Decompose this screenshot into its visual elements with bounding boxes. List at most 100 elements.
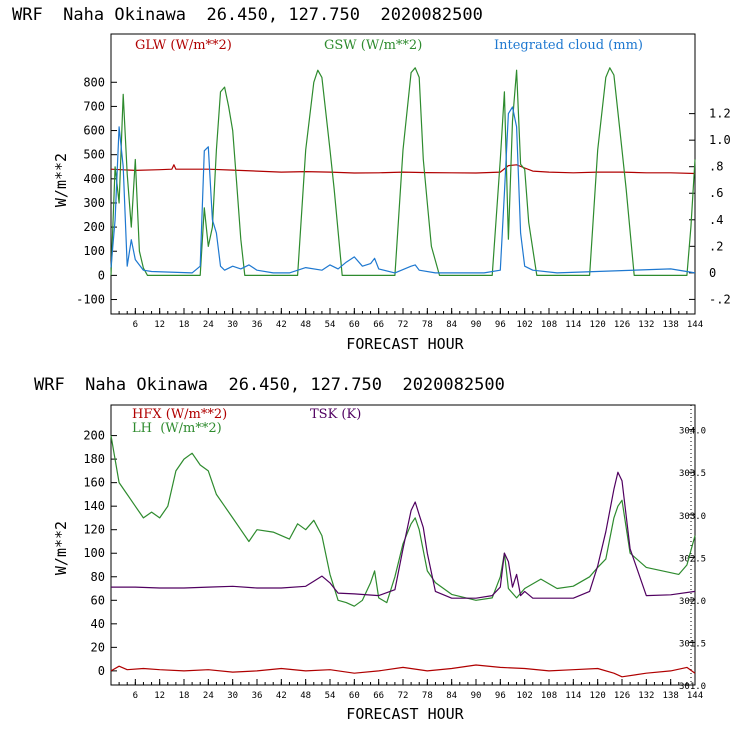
chart-2-x-tick-label: 90 <box>471 691 482 701</box>
chart-1-legend-gsw: GSW (W/m**2) <box>324 38 422 53</box>
chart-2-x-tick-label: 102 <box>517 691 533 701</box>
chart-1-x-tick-label: 48 <box>300 320 311 330</box>
chart-2-y-tick-label: 60 <box>91 593 105 607</box>
chart-1-y2-tick-label: .4 <box>709 213 723 227</box>
chart-1-y-tick-label: 400 <box>83 172 105 186</box>
chart-1-y-tick-label: 200 <box>83 220 105 234</box>
chart-2-y2-tick-label: 303.0 <box>679 512 706 522</box>
chart-1-y-tick-label: 300 <box>83 196 105 210</box>
chart-1-y2-tick-label: 1.0 <box>709 133 731 147</box>
chart-2-x-tick-label: 66 <box>373 691 384 701</box>
chart-1-x-tick-label: 72 <box>398 320 409 330</box>
chart-1-y-tick-label: 800 <box>83 75 105 89</box>
chart-2-legend-hfx: HFX (W/m**2) <box>132 407 227 422</box>
chart-2-y2-tick-label: 304.0 <box>679 427 706 437</box>
chart-2-x-tick-label: 72 <box>398 691 409 701</box>
chart-2-x-tick-label: 6 <box>133 691 138 701</box>
chart-2-x-tick-label: 36 <box>252 691 263 701</box>
chart-2-x-tick-label: 132 <box>638 691 654 701</box>
chart-1-series-line-0 <box>110 164 696 175</box>
chart-1-x-tick-label: 114 <box>565 320 581 330</box>
chart-1-y-tick-label: -100 <box>76 293 105 307</box>
chart-1-legend-cloud: Integrated cloud (mm) <box>494 38 643 53</box>
chart-1-y2-tick-label: .2 <box>709 239 723 253</box>
chart-1-y-tick-label: 100 <box>83 244 105 258</box>
chart-1-y-tick-label: 0 <box>98 268 105 282</box>
chart-1-x-tick-label: 96 <box>495 320 506 330</box>
chart-2-series-line-2 <box>111 471 696 599</box>
chart-1-y2-tick-label: 0 <box>709 266 716 280</box>
chart-2-legend-lh: LH (W/m**2) <box>132 421 222 436</box>
chart-2-y2-tick-label: 301.5 <box>679 639 706 649</box>
chart-1-series <box>110 67 696 276</box>
chart-1-plot-frame <box>110 33 696 315</box>
chart-1-x-tick-label: 24 <box>203 320 214 330</box>
chart-2-y-tick-label: 180 <box>83 452 105 466</box>
chart-1-legend-glw: GLW (W/m**2) <box>135 38 232 53</box>
chart-1-x-tick-label: 36 <box>252 320 263 330</box>
chart-1-x-tick-label: 54 <box>325 320 336 330</box>
chart-1-x-tick-label: 126 <box>614 320 630 330</box>
chart-1-y-tick-label: 600 <box>83 124 105 138</box>
chart-2-x-tick-label: 114 <box>565 691 581 701</box>
chart-2-y-tick-label: 140 <box>83 499 105 513</box>
chart-2-y-tick-label: 20 <box>91 640 105 654</box>
chart-2-y-tick-label: 200 <box>83 429 105 443</box>
chart-2-x-tick-label: 96 <box>495 691 506 701</box>
chart-1-x-tick-label: 84 <box>446 320 457 330</box>
chart-1-x-tick-label: 12 <box>154 320 165 330</box>
chart-2-y2-tick-label: 302.0 <box>679 597 706 607</box>
chart-2-series-line-1 <box>110 435 696 607</box>
chart-1-x-tick-label: 120 <box>590 320 606 330</box>
chart-2-x-tick-label: 24 <box>203 691 214 701</box>
chart-1-ticks: 6 12 18 24 30 36 42 48 54 60 66 72 78 84 90 96 102 108 114… <box>76 75 731 330</box>
chart-2-ticks: 6 12 18 24 30 36 42 48 54 60 66 72 78 84 90 96 102 108 114… <box>83 427 706 701</box>
chart-1-y2-tick-label: .8 <box>709 160 723 174</box>
chart-1-y-axis-label: W/m**2 <box>52 153 70 207</box>
chart-2-x-tick-label: 18 <box>179 691 190 701</box>
chart-1-x-tick-label: 42 <box>276 320 287 330</box>
chart-1-y2-tick-label: .6 <box>709 186 723 200</box>
chart-2-x-tick-label: 12 <box>154 691 165 701</box>
chart-1-x-tick-label: 102 <box>517 320 533 330</box>
chart-1: WRF Naha Okinawa 26.450, 127.750 2020082… <box>12 5 731 353</box>
chart-2: WRF Naha Okinawa 26.450, 127.750 2020082… <box>34 375 706 723</box>
chart-1-series-line-2 <box>110 106 696 274</box>
chart-1-x-tick-label: 132 <box>638 320 654 330</box>
chart-1-y-tick-label: 500 <box>83 148 105 162</box>
chart-2-y-axis-label: W/m**2 <box>52 521 70 575</box>
chart-2-x-tick-label: 126 <box>614 691 630 701</box>
chart-2-y2-tick-label: 303.5 <box>679 469 706 479</box>
chart-1-x-tick-label: 108 <box>541 320 557 330</box>
chart-2-x-tick-label: 108 <box>541 691 557 701</box>
chart-1-title: WRF Naha Okinawa 26.450, 127.750 2020082… <box>12 5 483 25</box>
chart-2-y-tick-label: 0 <box>98 664 105 678</box>
chart-1-y-tick-label: 700 <box>83 99 105 113</box>
chart-2-y2-tick-label: 302.5 <box>679 554 706 564</box>
chart-2-x-tick-label: 120 <box>590 691 606 701</box>
chart-1-series-line-1 <box>110 67 696 276</box>
chart-2-series-line-0 <box>110 664 696 678</box>
chart-1-x-tick-label: 78 <box>422 320 433 330</box>
chart-2-y-tick-label: 120 <box>83 523 105 537</box>
chart-2-x-tick-label: 84 <box>446 691 457 701</box>
chart-2-y2-tick-label: 301.0 <box>679 682 706 692</box>
chart-1-x-tick-label: 144 <box>687 320 703 330</box>
chart-2-x-tick-label: 48 <box>300 691 311 701</box>
chart-2-y-tick-label: 160 <box>83 476 105 490</box>
chart-1-x-tick-label: 138 <box>663 320 679 330</box>
chart-2-x-axis-label: FORECAST HOUR <box>346 705 464 723</box>
chart-2-y-tick-label: 40 <box>91 617 105 631</box>
chart-1-y2-tick-label: -.2 <box>709 292 731 306</box>
chart-1-x-tick-label: 60 <box>349 320 360 330</box>
chart-1-x-tick-label: 18 <box>179 320 190 330</box>
chart-1-x-tick-label: 6 <box>133 320 138 330</box>
chart-1-x-tick-label: 30 <box>227 320 238 330</box>
chart-2-x-tick-label: 42 <box>276 691 287 701</box>
chart-1-x-tick-label: 90 <box>471 320 482 330</box>
chart-2-x-tick-label: 144 <box>687 691 703 701</box>
chart-2-x-tick-label: 60 <box>349 691 360 701</box>
chart-2-x-tick-label: 30 <box>227 691 238 701</box>
chart-2-legend-tsk: TSK (K) <box>310 407 361 422</box>
